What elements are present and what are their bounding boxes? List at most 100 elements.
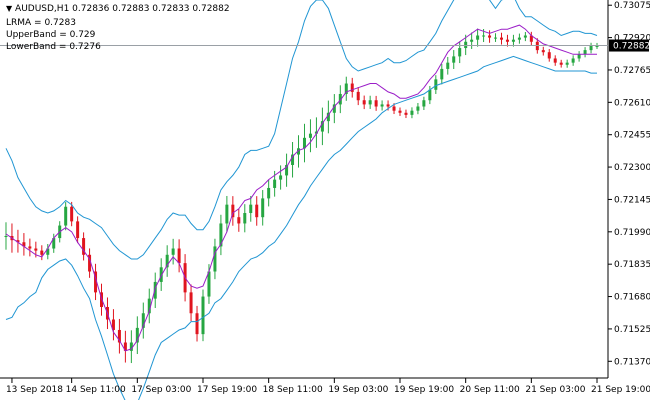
candle-body bbox=[589, 45, 593, 51]
price-tick-label: 0.71370 bbox=[614, 357, 650, 367]
candle-body bbox=[386, 104, 390, 107]
candle-body bbox=[452, 56, 456, 63]
candle-body bbox=[434, 79, 438, 90]
candle-body bbox=[123, 342, 127, 351]
candle-body bbox=[111, 319, 115, 330]
candle-body bbox=[470, 39, 474, 42]
candle-body bbox=[52, 238, 56, 249]
time-tick-label: 19 Sep 19:00 bbox=[394, 385, 454, 395]
lrma-line bbox=[5, 24, 597, 352]
candle-body bbox=[380, 104, 384, 107]
candle-body bbox=[34, 248, 38, 251]
candle-body bbox=[559, 62, 563, 65]
candle-body bbox=[314, 131, 318, 134]
indicator-upper-band: UpperBand = 0.729 bbox=[6, 30, 96, 40]
price-tick-label: 0.72765 bbox=[614, 66, 650, 76]
candle-body bbox=[171, 248, 175, 255]
candle-body bbox=[308, 133, 312, 138]
candle-body bbox=[64, 206, 68, 226]
time-tick-label: 14 Sep 11:00 bbox=[66, 385, 126, 395]
candle-body bbox=[374, 100, 378, 107]
price-axis-ticks: 0.73075 0.72920 0.72765 0.72610 0.72455 0.723… bbox=[608, 1, 650, 367]
price-tick-label: 0.72145 bbox=[614, 195, 650, 205]
candle-body bbox=[28, 246, 32, 249]
candle-body bbox=[356, 91, 360, 101]
candle-body bbox=[82, 238, 86, 255]
candle-body bbox=[464, 41, 468, 49]
candle-body bbox=[553, 58, 557, 63]
candle-body bbox=[261, 198, 265, 218]
candle-body bbox=[422, 100, 426, 107]
candle-body bbox=[505, 39, 509, 42]
symbol-info: ▼ AUDUSD,H1 0.72836 0.72883 0.72833 0.72… bbox=[6, 4, 230, 14]
candle-body bbox=[494, 37, 498, 39]
candle-body bbox=[577, 54, 581, 59]
indicator-lrma: LRMA = 0.7283 bbox=[6, 18, 76, 28]
candle-body bbox=[297, 148, 301, 155]
candle-body bbox=[583, 50, 587, 55]
candle-body bbox=[267, 187, 271, 199]
symbol-line: AUDUSD,H1 0.72836 0.72883 0.72833 0.7288… bbox=[15, 4, 230, 14]
indicator-lines-layer bbox=[5, 0, 598, 404]
candle-body bbox=[482, 35, 486, 37]
candle-body bbox=[326, 112, 330, 122]
candle-body bbox=[404, 112, 408, 115]
candle-body bbox=[541, 50, 545, 53]
candle-body bbox=[46, 248, 50, 255]
time-tick-label: 17 Sep 19:00 bbox=[197, 385, 257, 395]
candle-body bbox=[291, 154, 295, 165]
candle-body bbox=[135, 327, 139, 343]
candle-body bbox=[141, 313, 145, 328]
price-tick-label: 0.71990 bbox=[614, 228, 650, 238]
candle-body bbox=[511, 39, 515, 42]
candle-body bbox=[523, 35, 527, 38]
candle-body bbox=[571, 58, 575, 63]
candle-body bbox=[332, 104, 336, 113]
collapse-triangle-icon[interactable]: ▼ bbox=[6, 4, 13, 13]
time-tick-label: 21 Sep 03:00 bbox=[525, 385, 585, 395]
price-tick-label: 0.72300 bbox=[614, 163, 650, 173]
candle-body bbox=[249, 204, 253, 214]
candle-body bbox=[4, 235, 8, 237]
candle-body bbox=[237, 217, 241, 224]
candle-body bbox=[195, 313, 199, 335]
price-tick-label: 0.71835 bbox=[614, 260, 650, 270]
candle-body bbox=[428, 89, 432, 101]
current-price-box bbox=[609, 39, 649, 52]
candle-body bbox=[129, 342, 133, 351]
candle-body bbox=[225, 204, 229, 224]
current-price-label: 0.72882 bbox=[613, 42, 650, 52]
candle-body bbox=[94, 271, 98, 293]
candle-body bbox=[529, 35, 533, 42]
candle-body bbox=[362, 100, 366, 105]
candle-body bbox=[320, 121, 324, 132]
candle-body bbox=[285, 164, 289, 176]
candle-body bbox=[231, 204, 235, 218]
time-tick-label: 13 Sep 2018 bbox=[6, 385, 63, 395]
candle-body bbox=[189, 292, 193, 314]
candle-body bbox=[207, 271, 211, 297]
candle-body bbox=[88, 254, 92, 272]
price-tick-label: 0.72920 bbox=[614, 34, 650, 44]
candle-body bbox=[458, 48, 462, 57]
indicator-lower-band: LowerBand = 0.7276 bbox=[6, 42, 101, 52]
candle-body bbox=[117, 329, 121, 343]
candle-body bbox=[70, 206, 74, 222]
price-tick-label: 0.72610 bbox=[614, 98, 650, 108]
candle-body bbox=[219, 223, 223, 247]
time-tick-label: 17 Sep 03:00 bbox=[131, 385, 191, 395]
candle-body bbox=[338, 93, 342, 105]
price-tick-label: 0.71525 bbox=[614, 325, 650, 335]
axes-layer bbox=[0, 0, 609, 379]
candle-body bbox=[279, 175, 283, 180]
time-axis-ticks: 13 Sep 2018 14 Sep 11:00 17 Sep 03:00 17 Se… bbox=[6, 378, 650, 395]
time-tick-label: 21 Sep 19:00 bbox=[591, 385, 650, 395]
candle-body bbox=[488, 35, 492, 38]
candle-body bbox=[350, 83, 354, 92]
candle-body bbox=[243, 213, 247, 224]
candle-body bbox=[153, 281, 157, 299]
candle-body bbox=[547, 52, 551, 59]
candle-body bbox=[40, 250, 44, 255]
